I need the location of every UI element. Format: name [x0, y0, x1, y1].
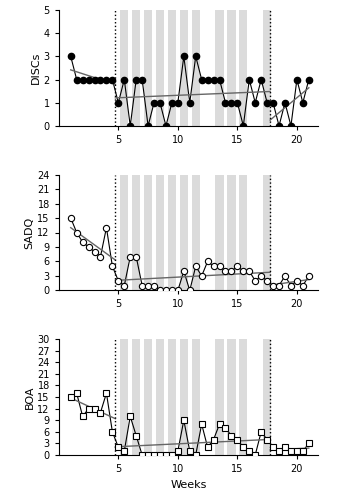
- X-axis label: Weeks: Weeks: [170, 480, 207, 490]
- Bar: [239, 174, 247, 290]
- Bar: [144, 174, 152, 290]
- Bar: [263, 174, 271, 290]
- Bar: [215, 10, 224, 126]
- Bar: [263, 10, 271, 126]
- Bar: [239, 10, 247, 126]
- Bar: [120, 174, 128, 290]
- Bar: [215, 339, 224, 455]
- Bar: [144, 339, 152, 455]
- Bar: [180, 174, 188, 290]
- Bar: [263, 339, 271, 455]
- Bar: [132, 339, 140, 455]
- Y-axis label: SADQ: SADQ: [25, 216, 35, 248]
- Bar: [227, 174, 236, 290]
- Y-axis label: DISCs: DISCs: [31, 52, 41, 84]
- Bar: [227, 339, 236, 455]
- Bar: [132, 174, 140, 290]
- Bar: [144, 10, 152, 126]
- Bar: [168, 174, 176, 290]
- Bar: [156, 174, 164, 290]
- Bar: [120, 10, 128, 126]
- Bar: [120, 339, 128, 455]
- Bar: [180, 10, 188, 126]
- Bar: [239, 339, 247, 455]
- Bar: [180, 339, 188, 455]
- Bar: [168, 339, 176, 455]
- Bar: [156, 339, 164, 455]
- Bar: [132, 10, 140, 126]
- Y-axis label: BOA: BOA: [25, 386, 35, 409]
- Bar: [227, 10, 236, 126]
- Bar: [192, 10, 200, 126]
- Bar: [192, 339, 200, 455]
- Bar: [215, 174, 224, 290]
- Bar: [156, 10, 164, 126]
- Bar: [168, 10, 176, 126]
- Bar: [192, 174, 200, 290]
